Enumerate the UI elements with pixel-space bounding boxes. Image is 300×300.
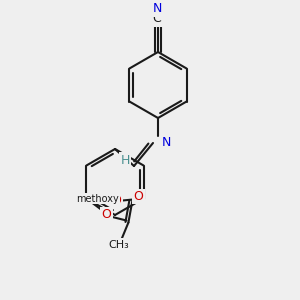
Text: H: H xyxy=(120,154,130,166)
Text: N: N xyxy=(161,136,171,148)
Text: C: C xyxy=(153,13,161,26)
Text: O: O xyxy=(101,208,111,221)
Text: CH₃: CH₃ xyxy=(108,239,129,250)
Text: O: O xyxy=(112,194,122,207)
Text: O: O xyxy=(134,190,143,203)
Text: methoxy: methoxy xyxy=(76,194,119,203)
Text: N: N xyxy=(152,2,162,16)
